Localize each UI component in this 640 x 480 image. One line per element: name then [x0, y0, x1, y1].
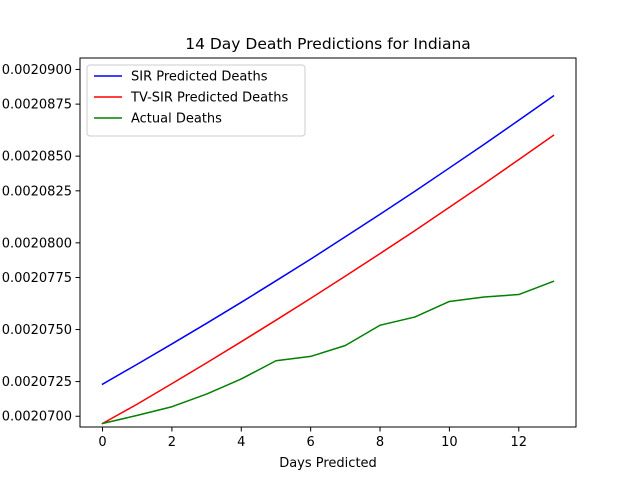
chart-title: 14 Day Death Predictions for Indiana	[185, 35, 471, 53]
x-axis: 0 2 4 6 8 10 12	[98, 427, 527, 450]
y-tick-label: 0.0020875	[2, 98, 72, 113]
series-lines	[101, 94, 555, 425]
series-line-3	[101, 280, 555, 425]
legend-label-2: TV-SIR Predicted Deaths	[130, 91, 288, 106]
y-tick-label: 0.0020700	[2, 410, 72, 425]
y-tick-label: 0.0020750	[2, 323, 72, 338]
x-axis-label: Days Predicted	[279, 456, 377, 471]
legend-label-1: SIR Predicted Deaths	[131, 70, 268, 85]
y-tick-label: 0.0020850	[2, 150, 72, 165]
legend-box	[86, 64, 306, 137]
y-tick-label: 0.0020775	[2, 271, 72, 286]
axes-frame	[79, 57, 577, 428]
legend: SIR Predicted Deaths TV-SIR Predicted Dea…	[86, 64, 306, 137]
x-tick-label: 8	[376, 435, 384, 450]
series-line-1	[101, 94, 555, 386]
x-tick-label: 4	[237, 435, 245, 450]
y-tick-label: 0.0020800	[2, 236, 72, 251]
legend-label-3: Actual Deaths	[131, 112, 222, 127]
x-tick-label: 12	[510, 435, 527, 450]
x-tick-label: 2	[168, 435, 176, 450]
y-tick-label: 0.0020725	[2, 375, 72, 390]
series-line-2	[101, 134, 555, 425]
y-axis: 0.0020700 0.0020725 0.0020750 0.0020775 0.00…	[2, 63, 80, 425]
x-tick-label: 10	[441, 435, 458, 450]
y-tick-label: 0.0020900	[2, 63, 72, 78]
x-tick-label: 6	[307, 435, 315, 450]
y-tick-label: 0.0020825	[2, 184, 72, 199]
x-tick-label: 0	[98, 435, 106, 450]
